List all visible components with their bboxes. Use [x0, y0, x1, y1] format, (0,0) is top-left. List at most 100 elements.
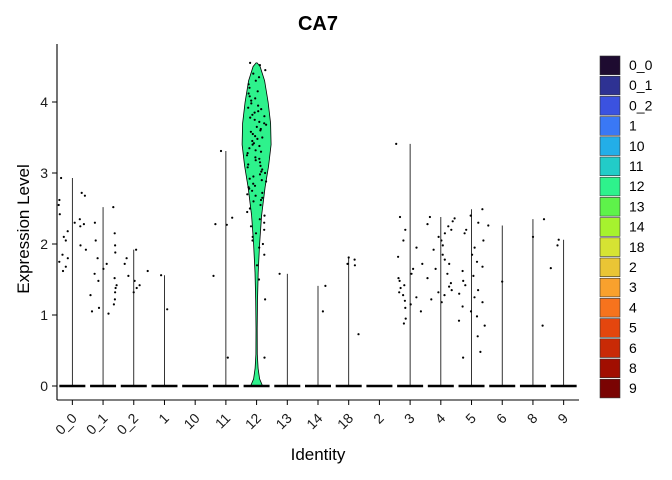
x-tick-label: 11 [212, 410, 234, 432]
data-point [96, 257, 99, 260]
data-point [249, 116, 252, 119]
data-point [453, 217, 456, 220]
data-point [402, 322, 405, 325]
data-point [251, 139, 254, 143]
data-point [64, 265, 67, 268]
x-tick-label: 3 [401, 410, 418, 427]
x-tick-label: 6 [493, 410, 510, 427]
legend-label-14: 14 [629, 219, 645, 235]
data-point [252, 182, 255, 185]
data-point [443, 294, 446, 297]
legend-swatch-6 [599, 338, 621, 358]
violin-9 [549, 238, 577, 388]
violin-6 [487, 224, 516, 388]
data-point [60, 176, 63, 180]
data-point [256, 137, 259, 140]
data-point [446, 272, 449, 275]
data-point [251, 143, 254, 146]
data-point [135, 248, 138, 251]
x-tick-label: 5 [462, 410, 479, 427]
data-point [247, 106, 250, 109]
data-point [66, 257, 69, 260]
data-point [475, 315, 479, 318]
data-point [398, 291, 401, 294]
data-point [357, 333, 360, 336]
data-point [321, 310, 324, 313]
data-point [403, 299, 406, 302]
data-point [245, 154, 249, 157]
data-point [278, 272, 281, 275]
x-tick-label: 9 [554, 410, 571, 427]
data-point [247, 92, 250, 95]
data-point [437, 235, 440, 238]
data-point [133, 279, 136, 282]
data-point [58, 213, 61, 216]
data-point [421, 262, 424, 265]
data-point [113, 232, 116, 235]
legend-swatch-5 [599, 318, 621, 338]
data-point [263, 228, 266, 231]
data-point [112, 206, 115, 209]
data-point [254, 159, 257, 162]
data-point [501, 280, 504, 283]
data-point [256, 90, 259, 93]
data-point [249, 61, 252, 64]
data-point [259, 198, 263, 202]
data-point [415, 296, 418, 299]
data-point [125, 257, 128, 260]
data-point [465, 228, 468, 231]
data-point [457, 319, 461, 322]
data-point [253, 111, 256, 114]
violin-8 [519, 218, 546, 388]
x-tick-label: 13 [273, 410, 295, 432]
data-point [402, 239, 405, 242]
data-point [250, 99, 253, 102]
violin-13 [274, 272, 301, 388]
data-point [246, 193, 249, 196]
data-point [105, 262, 108, 265]
data-point [450, 289, 453, 292]
data-point [261, 242, 264, 246]
data-point [250, 102, 253, 105]
legend-swatch-0-1 [599, 75, 621, 96]
data-point [451, 220, 454, 223]
data-point [252, 72, 255, 75]
data-point [549, 267, 552, 270]
data-point [90, 310, 94, 313]
x-tick-label: 12 [242, 410, 264, 432]
data-point [258, 246, 261, 249]
data-point [123, 262, 126, 265]
data-point [353, 264, 356, 267]
x-tick-label: 14 [303, 410, 325, 432]
data-point [265, 123, 268, 126]
data-point [254, 194, 257, 197]
data-point [346, 262, 349, 265]
data-point [214, 223, 217, 226]
data-point [114, 286, 117, 290]
data-point [254, 135, 257, 138]
data-point [248, 207, 251, 210]
data-point [212, 274, 215, 277]
data-point [146, 269, 149, 273]
violin-0-0 [57, 176, 87, 388]
legend-swatch-4 [599, 298, 621, 318]
data-point [113, 298, 116, 301]
data-point [473, 246, 476, 249]
data-point [258, 157, 261, 160]
data-point [94, 239, 97, 242]
data-point [114, 244, 117, 247]
data-point [482, 239, 485, 242]
x-tick-label: 10 [180, 410, 202, 432]
data-point [160, 274, 163, 277]
data-point [127, 274, 130, 277]
legend-swatch-9 [599, 378, 621, 399]
data-point [531, 235, 535, 238]
data-point [80, 191, 83, 194]
data-point [252, 142, 255, 145]
legend-swatch-8 [599, 358, 621, 379]
data-point [260, 108, 263, 111]
data-point [432, 248, 435, 251]
data-point [404, 228, 407, 231]
data-point [251, 239, 254, 242]
